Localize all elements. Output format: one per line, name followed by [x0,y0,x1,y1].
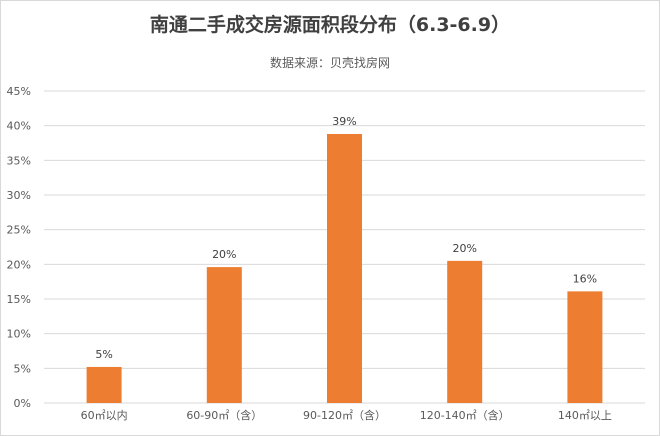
y-tick-label: 0% [14,397,31,410]
x-tick-label: 60㎡以内 [81,408,128,422]
y-tick-label: 15% [7,293,31,306]
bar [327,133,362,403]
bar [567,291,603,403]
y-tick-label: 20% [7,258,31,271]
x-tick-label: 120-140㎡（含） [420,408,510,422]
x-tick-label: 60-90㎡（含） [186,408,262,422]
bar [206,267,242,403]
data-label: 20% [212,248,236,261]
y-tick-label: 10% [7,328,31,341]
data-label: 16% [573,272,597,285]
bar [447,260,483,403]
x-tick-label: 140㎡以上 [558,409,612,422]
y-tick-label: 35% [7,154,31,167]
y-tick-label: 30% [7,189,31,202]
data-label: 5% [95,348,112,361]
bar [86,366,122,403]
x-tick-label: 90-120㎡（含） [303,408,386,422]
y-tick-label: 25% [7,224,31,237]
chart-title: 南通二手成交房源面积段分布（6.3-6.9） [149,14,511,36]
data-label: 39% [332,115,356,128]
y-tick-label: 5% [14,362,31,375]
data-label: 20% [452,242,476,255]
y-tick-label: 45% [7,85,31,98]
y-tick-label: 40% [7,120,31,133]
chart-subtitle: 数据来源：贝壳找房网 [269,56,390,70]
